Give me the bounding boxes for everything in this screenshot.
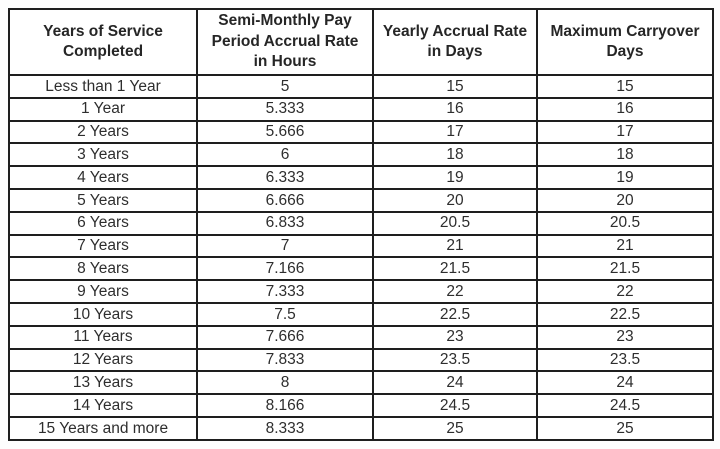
table-header: Years of Service Completed Semi-Monthly P… — [8, 8, 714, 76]
table-cell: 12 Years — [8, 347, 198, 373]
table-cell: 22 — [372, 279, 538, 304]
header-cell: Semi-Monthly Pay Period Accrual Rate in … — [196, 8, 374, 76]
table-cell: 7 — [196, 233, 374, 259]
table-row: 3 Years 6 18 18 — [8, 142, 714, 168]
table-cell: 25 — [536, 415, 714, 441]
accrual-table: Years of Service Completed Semi-Monthly P… — [8, 8, 714, 441]
header-cell: Maximum Carryover Days — [536, 8, 714, 76]
table-cell: 18 — [372, 142, 538, 168]
table-cell: 3 Years — [8, 142, 198, 168]
table-cell: 15 — [536, 74, 714, 99]
table-cell: 7.166 — [196, 256, 374, 282]
table-cell: 24.5 — [372, 393, 538, 418]
table-cell: 11 Years — [8, 324, 198, 350]
header-cell: Years of Service Completed — [8, 8, 198, 76]
table-row: 12 Years 7.833 23.5 23.5 — [8, 347, 714, 373]
table-cell: 6 Years — [8, 210, 198, 236]
table-row: Less than 1 Year 5 15 15 — [8, 74, 714, 99]
table-row: 13 Years 8 24 24 — [8, 370, 714, 396]
table-cell: 22.5 — [536, 301, 714, 327]
table-cell: 7.333 — [196, 279, 374, 304]
table-cell: 21.5 — [372, 256, 538, 282]
table-row: 6 Years 6.833 20.5 20.5 — [8, 210, 714, 236]
table-cell: 22 — [536, 279, 714, 304]
table-cell: 14 Years — [8, 393, 198, 418]
table-cell: 6 — [196, 142, 374, 168]
table-cell: 23 — [536, 324, 714, 350]
table-cell: 5.666 — [196, 119, 374, 145]
table-cell: 15 — [372, 74, 538, 99]
table-cell: 5 — [196, 74, 374, 99]
table-row: 8 Years 7.166 21.5 21.5 — [8, 256, 714, 282]
table-row: 7 Years 7 21 21 — [8, 233, 714, 259]
table-cell: 24 — [372, 370, 538, 396]
table-cell: 7 Years — [8, 233, 198, 259]
table-cell: 6.666 — [196, 187, 374, 213]
table-row: 11 Years 7.666 23 23 — [8, 324, 714, 350]
header-row: Years of Service Completed Semi-Monthly P… — [8, 8, 714, 76]
table-cell: 5.333 — [196, 96, 374, 122]
table-cell: 21 — [372, 233, 538, 259]
table-cell: 6.333 — [196, 165, 374, 190]
table-cell: 20 — [536, 187, 714, 213]
table-row: 15 Years and more 8.333 25 25 — [8, 415, 714, 441]
table-cell: 13 Years — [8, 370, 198, 396]
table-cell: 10 Years — [8, 301, 198, 327]
table-cell: 6.833 — [196, 210, 374, 236]
table-cell: 4 Years — [8, 165, 198, 190]
table-cell: 8.333 — [196, 415, 374, 441]
table-cell: 1 Year — [8, 96, 198, 122]
table-cell: 16 — [372, 96, 538, 122]
table-cell: 25 — [372, 415, 538, 441]
table-cell: 8 Years — [8, 256, 198, 282]
table-body: Less than 1 Year 5 15 15 1 Year 5.333 16 16 2 Ye… — [8, 74, 714, 441]
table-cell: 24.5 — [536, 393, 714, 418]
table-cell: 23 — [372, 324, 538, 350]
table-cell: Less than 1 Year — [8, 74, 198, 99]
table-cell: 7.666 — [196, 324, 374, 350]
table-row: 1 Year 5.333 16 16 — [8, 96, 714, 122]
table-cell: 9 Years — [8, 279, 198, 304]
header-cell: Yearly Accrual Rate in Days — [372, 8, 538, 76]
table-row: 2 Years 5.666 17 17 — [8, 119, 714, 145]
table-cell: 15 Years and more — [8, 415, 198, 441]
table-row: 10 Years 7.5 22.5 22.5 — [8, 301, 714, 327]
table-cell: 16 — [536, 96, 714, 122]
table-row: 4 Years 6.333 19 19 — [8, 165, 714, 190]
table-cell: 17 — [372, 119, 538, 145]
table-cell: 21.5 — [536, 256, 714, 282]
table-cell: 23.5 — [372, 347, 538, 373]
table-cell: 8 — [196, 370, 374, 396]
table-cell: 7.5 — [196, 301, 374, 327]
table-cell: 20.5 — [372, 210, 538, 236]
table-cell: 20 — [372, 187, 538, 213]
table-cell: 2 Years — [8, 119, 198, 145]
table-cell: 8.166 — [196, 393, 374, 418]
table-row: 14 Years 8.166 24.5 24.5 — [8, 393, 714, 418]
table-cell: 20.5 — [536, 210, 714, 236]
table-cell: 5 Years — [8, 187, 198, 213]
table-cell: 24 — [536, 370, 714, 396]
table-cell: 7.833 — [196, 347, 374, 373]
table-cell: 19 — [536, 165, 714, 190]
table-cell: 18 — [536, 142, 714, 168]
table-cell: 19 — [372, 165, 538, 190]
table-cell: 17 — [536, 119, 714, 145]
table-cell: 22.5 — [372, 301, 538, 327]
table-cell: 23.5 — [536, 347, 714, 373]
table-cell: 21 — [536, 233, 714, 259]
table-row: 5 Years 6.666 20 20 — [8, 187, 714, 213]
table-row: 9 Years 7.333 22 22 — [8, 279, 714, 304]
